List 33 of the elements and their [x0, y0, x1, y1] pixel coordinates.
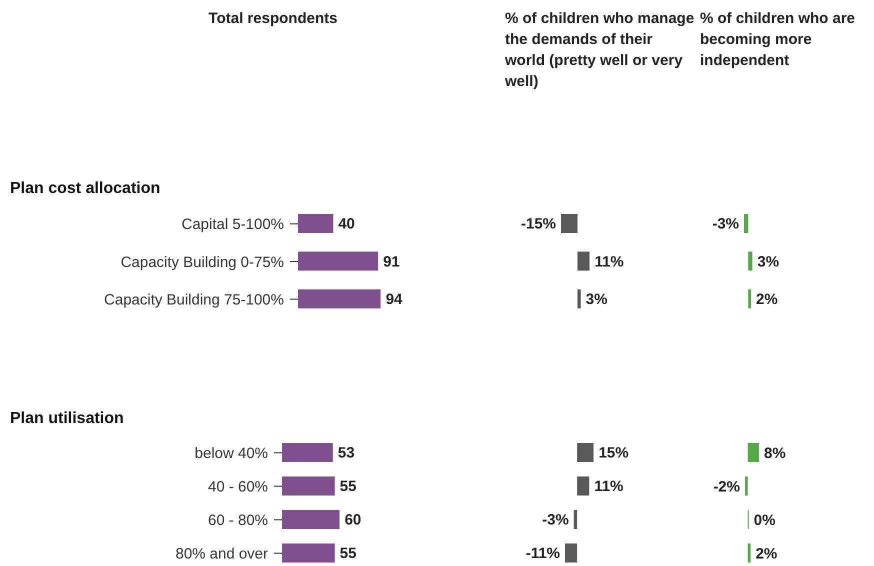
data-label: 2% — [756, 291, 778, 308]
data-label: 53 — [338, 444, 355, 462]
y-tick-label: below 40% — [194, 445, 268, 462]
text: Plan utilisation — [10, 410, 124, 428]
data-label: 55 — [340, 545, 356, 562]
data-label: -15% — [520, 216, 556, 233]
data-label: 2% — [756, 545, 778, 562]
data-label: 8% — [764, 444, 786, 462]
data-label: 40 — [338, 216, 355, 233]
data-label: 11% — [594, 253, 624, 270]
y-tick-label: 40 - 60% — [208, 478, 268, 496]
data-label: 11% — [594, 478, 624, 496]
data-label: 60 — [344, 512, 362, 529]
y-tick-label: Capacity Building 75-100% — [104, 291, 284, 308]
text: Plan cost allocation — [10, 180, 160, 198]
data-label: 15% — [598, 444, 628, 462]
data-label: -2% — [714, 478, 740, 496]
chart-title: % of children who manage the demands of their world (pretty well or very well) — [505, 9, 695, 92]
chart-title: Total respondents — [208, 9, 338, 29]
y-tick-label: 80% and over — [176, 546, 268, 563]
y-tick-label: 60 - 80% — [208, 512, 268, 530]
data-label: -3% — [712, 216, 739, 233]
data-label: 3% — [585, 291, 607, 308]
data-label: 55 — [340, 478, 356, 496]
data-label: 94 — [386, 291, 404, 308]
data-label: 91 — [383, 253, 400, 270]
data-label: -11% — [526, 545, 560, 562]
data-label: -3% — [542, 512, 569, 529]
y-tick-label: Capital 5-100% — [182, 216, 284, 234]
data-label: 3% — [757, 253, 779, 270]
y-tick-label: Capacity Building 0-75% — [120, 254, 284, 271]
chart-title: % of children who are becoming more independent — [700, 9, 856, 71]
data-label: 0% — [754, 512, 776, 529]
